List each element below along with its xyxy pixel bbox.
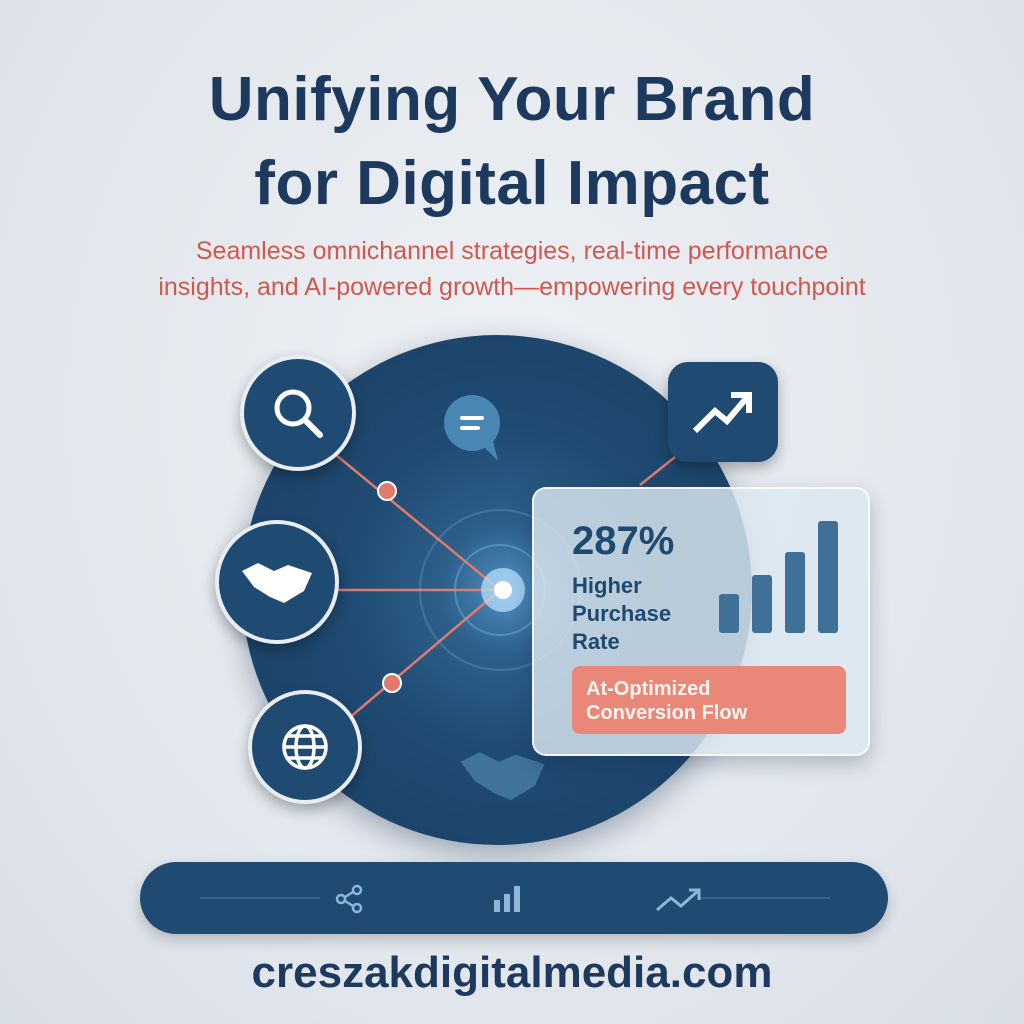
subtitle-line-2: insights, and AI-powered growth—empoweri… [158,273,866,301]
stat-label-line: Purchase [572,601,672,626]
stat-card: 287% Higher Purchase Rate At-Optimized C… [532,487,870,756]
subtitle-line-1: Seamless omnichannel strategies, real-ti… [195,237,829,265]
website-url[interactable]: creszakdigitalmedia.com [251,948,773,997]
trend-node [668,362,778,462]
stat-value: 287% [572,519,675,563]
page-title: Unifying Your Brand for Digital Impact [0,58,1024,226]
bar [719,593,739,633]
title-line-2: for Digital Impact [254,149,770,218]
handshake-icon [460,752,545,801]
bar-chart-icon [719,521,844,633]
badge-line: Conversion Flow [586,702,748,724]
title-line-1: Unifying Your Brand [208,65,816,134]
search-icon [274,389,323,438]
footer-bar [140,862,888,934]
bar [752,574,772,633]
trend-up-icon [692,392,752,434]
stat-label-line: Rate [572,629,620,654]
partnership-node [215,520,339,644]
bar [785,552,805,633]
subtitle: Seamless omnichannel strategies, real-ti… [0,233,1024,305]
bar-chart-icon [494,886,520,912]
globe-icon [282,724,328,770]
handshake-icon [242,563,312,603]
share-icon [335,884,363,914]
trend-up-icon [656,888,701,912]
globe-node [248,690,362,804]
bar [818,521,838,633]
chat-icon [444,395,500,461]
conversion-badge: At-Optimized Conversion Flow [572,666,846,734]
stat-label: Higher Purchase Rate [572,572,702,656]
search-node [240,355,356,471]
stat-label-line: Higher [572,573,642,598]
badge-line: At-Optimized [586,678,711,700]
footer-circuit-lines [200,897,830,899]
